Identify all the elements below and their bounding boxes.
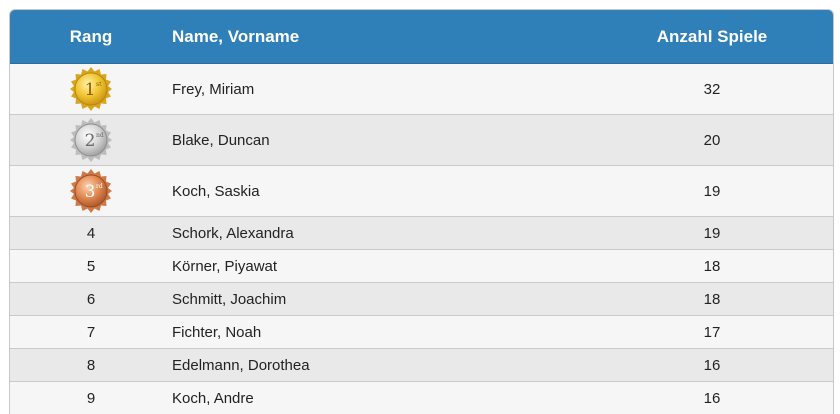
table-row: 4 Schork, Alexandra 19	[10, 217, 833, 250]
rank-cell: 7	[86, 323, 96, 341]
header-games[interactable]: Anzahl Spiele	[656, 26, 768, 46]
games-cell: 18	[703, 257, 721, 275]
medal-numeral: 1	[85, 80, 96, 100]
name-cell: Fichter, Noah	[172, 323, 262, 341]
rank-cell: 6	[86, 290, 96, 308]
rank-cell: 2 nd	[10, 117, 172, 163]
medal-suffix: rd	[96, 183, 103, 190]
medal-numeral: 3	[85, 182, 96, 202]
name-cell: Schmitt, Joachim	[172, 290, 287, 308]
table-row: 5 Körner, Piyawat 18	[10, 250, 833, 283]
table-row: 7 Fichter, Noah 17	[10, 316, 833, 349]
rank-cell: 8	[86, 356, 96, 374]
name-cell: Schork, Alexandra	[172, 224, 294, 242]
name-cell: Körner, Piyawat	[172, 257, 278, 275]
medal-suffix: nd	[96, 132, 104, 139]
games-cell: 32	[703, 80, 721, 98]
medal-numeral: 2	[85, 131, 96, 151]
rank-cell: 1 st	[10, 66, 172, 112]
table-row: 8 Edelmann, Dorothea 16	[10, 349, 833, 382]
table-row: 9 Koch, Andre 16	[10, 382, 833, 414]
table-row: 1 st Frey, Miriam 32	[10, 64, 833, 115]
gold-medal-icon: 1 st	[68, 66, 114, 112]
medal-suffix: st	[96, 81, 102, 88]
name-cell: Edelmann, Dorothea	[172, 356, 310, 374]
table-row: 2 nd Blake, Duncan 20	[10, 115, 833, 166]
name-cell: Blake, Duncan	[172, 131, 270, 149]
header-rank[interactable]: Rang	[69, 26, 113, 46]
name-cell: Koch, Saskia	[172, 182, 260, 200]
bronze-medal-icon: 3 rd	[68, 168, 114, 214]
ranking-table: Rang Name, Vorname Anzahl Spiele 1 st	[9, 9, 834, 414]
name-cell: Koch, Andre	[172, 389, 254, 407]
silver-medal-icon: 2 nd	[68, 117, 114, 163]
rank-cell: 4	[86, 224, 96, 242]
rank-cell: 9	[86, 389, 96, 407]
games-cell: 18	[703, 290, 721, 308]
games-cell: 19	[703, 182, 721, 200]
games-cell: 19	[703, 224, 721, 242]
games-cell: 16	[703, 356, 721, 374]
rank-cell: 5	[86, 257, 96, 275]
rank-cell: 3 rd	[10, 168, 172, 214]
games-cell: 17	[703, 323, 721, 341]
games-cell: 16	[703, 389, 721, 407]
table-row: 6 Schmitt, Joachim 18	[10, 283, 833, 316]
table-row: 3 rd Koch, Saskia 19	[10, 166, 833, 217]
header-name[interactable]: Name, Vorname	[172, 26, 300, 46]
table-header: Rang Name, Vorname Anzahl Spiele	[10, 10, 833, 64]
name-cell: Frey, Miriam	[172, 80, 255, 98]
games-cell: 20	[703, 131, 721, 149]
